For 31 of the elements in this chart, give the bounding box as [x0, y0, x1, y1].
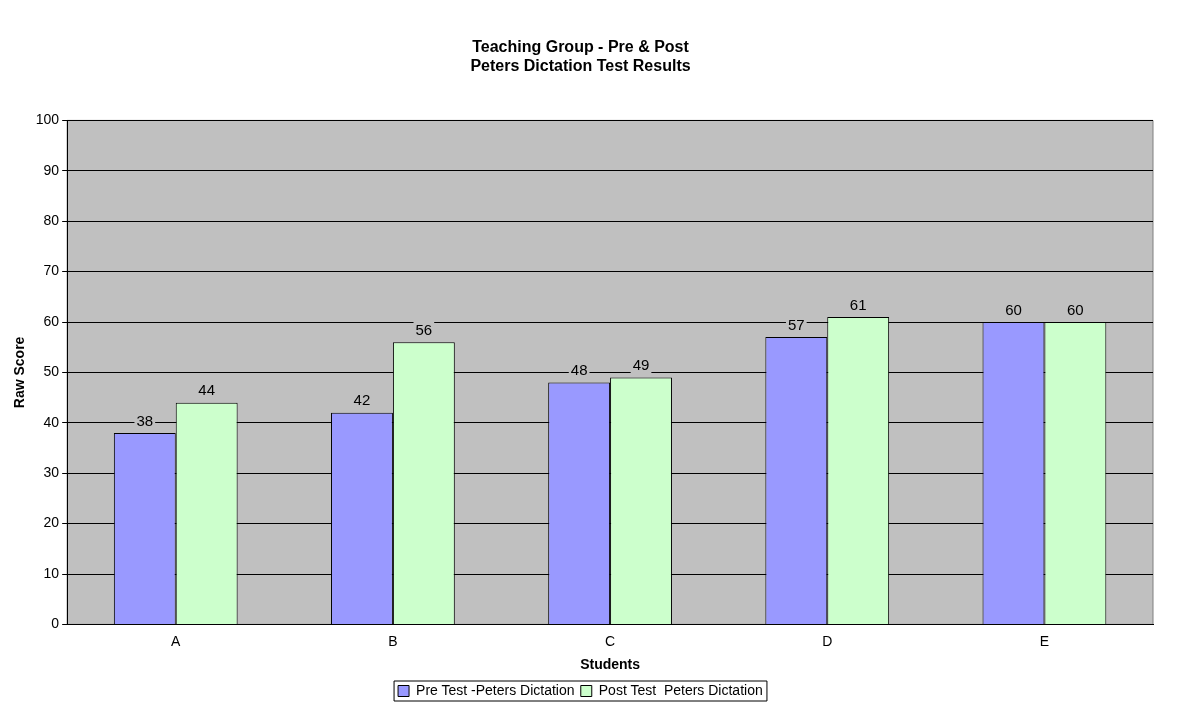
data-label: 61	[849, 295, 867, 313]
data-label: 48	[570, 361, 588, 379]
y-tick-label: 90	[43, 161, 60, 178]
x-tick-label: B	[388, 632, 398, 649]
y-tick-label: 100	[35, 111, 60, 128]
y-tick-label: 0	[51, 615, 60, 632]
y-axis-title: Raw Score	[11, 336, 28, 409]
data-label: 44	[198, 381, 216, 399]
data-label: 56	[415, 320, 433, 338]
x-tick-label: E	[1039, 632, 1050, 649]
y-tick-label: 40	[43, 413, 60, 430]
y-tick-label: 70	[43, 262, 60, 279]
x-tick-label: A	[171, 632, 182, 649]
data-label: 57	[787, 315, 805, 333]
legend-label: Pre Test -Peters Dictation	[416, 681, 575, 698]
y-tick-label: 60	[43, 312, 60, 329]
y-tick-label: 80	[43, 212, 60, 229]
y-tick-label: 50	[43, 363, 60, 380]
data-label: 38	[136, 411, 154, 429]
data-label: 60	[1005, 300, 1022, 318]
data-label: 60	[1067, 300, 1084, 318]
x-tick-label: D	[822, 632, 833, 649]
y-tick-label: 10	[43, 564, 60, 581]
y-tick-label: 20	[43, 514, 60, 531]
x-axis-title: Students	[580, 656, 641, 673]
data-label: 42	[353, 391, 371, 409]
legend-label: Post Test Peters Dictation	[598, 681, 763, 698]
x-tick-label: C	[605, 632, 616, 649]
data-label: 49	[632, 356, 650, 374]
y-tick-label: 30	[43, 464, 60, 481]
chart-title: Teaching Group - Pre & Post Peters Dictation Test Results	[470, 38, 691, 75]
